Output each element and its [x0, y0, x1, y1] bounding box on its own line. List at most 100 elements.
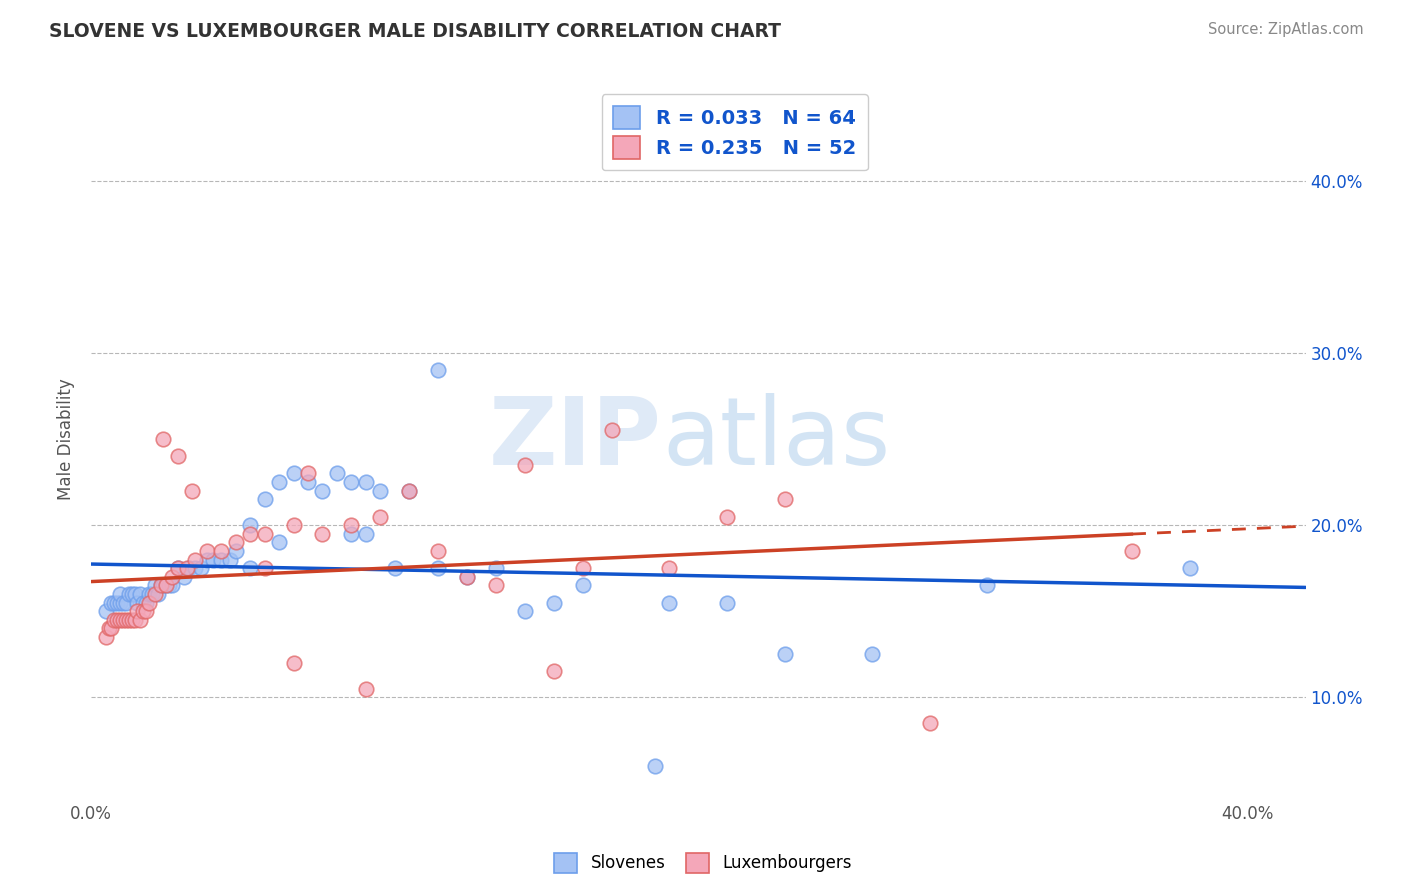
Point	[132, 596, 155, 610]
Point	[340, 475, 363, 489]
Point	[201, 552, 224, 566]
Point	[485, 578, 508, 592]
Point	[543, 596, 565, 610]
Text: SLOVENE VS LUXEMBOURGER MALE DISABILITY CORRELATION CHART: SLOVENE VS LUXEMBOURGER MALE DISABILITY …	[49, 22, 782, 41]
Point	[100, 596, 122, 610]
Point	[121, 587, 143, 601]
Point	[571, 561, 593, 575]
Point	[129, 587, 152, 601]
Point	[132, 604, 155, 618]
Point	[135, 604, 157, 618]
Point	[427, 363, 450, 377]
Point	[253, 526, 276, 541]
Point	[860, 647, 883, 661]
Point	[225, 535, 247, 549]
Point	[513, 604, 536, 618]
Point	[124, 587, 146, 601]
Point	[311, 483, 333, 498]
Point	[658, 561, 681, 575]
Point	[716, 509, 738, 524]
Point	[209, 544, 232, 558]
Point	[1121, 544, 1143, 558]
Point	[108, 587, 131, 601]
Point	[152, 432, 174, 446]
Point	[219, 552, 242, 566]
Point	[97, 622, 120, 636]
Point	[157, 578, 180, 592]
Point	[600, 424, 623, 438]
Point	[143, 587, 166, 601]
Point	[311, 526, 333, 541]
Point	[135, 596, 157, 610]
Point	[283, 656, 305, 670]
Point	[427, 544, 450, 558]
Point	[103, 596, 125, 610]
Point	[283, 467, 305, 481]
Point	[340, 526, 363, 541]
Legend: Slovenes, Luxembourgers: Slovenes, Luxembourgers	[547, 847, 859, 880]
Point	[267, 535, 290, 549]
Point	[239, 526, 262, 541]
Text: atlas: atlas	[662, 393, 890, 485]
Point	[115, 596, 138, 610]
Point	[181, 483, 204, 498]
Point	[195, 552, 218, 566]
Point	[354, 475, 377, 489]
Point	[103, 613, 125, 627]
Point	[340, 518, 363, 533]
Point	[167, 561, 190, 575]
Point	[127, 596, 149, 610]
Point	[297, 467, 319, 481]
Point	[190, 561, 212, 575]
Point	[658, 596, 681, 610]
Point	[111, 596, 134, 610]
Point	[129, 613, 152, 627]
Point	[456, 570, 478, 584]
Point	[124, 613, 146, 627]
Point	[326, 467, 349, 481]
Point	[354, 681, 377, 696]
Point	[111, 613, 134, 627]
Point	[456, 570, 478, 584]
Point	[115, 613, 138, 627]
Point	[108, 613, 131, 627]
Point	[155, 578, 177, 592]
Point	[160, 578, 183, 592]
Point	[368, 509, 391, 524]
Point	[253, 561, 276, 575]
Point	[209, 552, 232, 566]
Point	[105, 613, 128, 627]
Point	[167, 449, 190, 463]
Point	[368, 483, 391, 498]
Point	[184, 552, 207, 566]
Point	[149, 578, 172, 592]
Point	[918, 716, 941, 731]
Point	[513, 458, 536, 472]
Legend: R = 0.033   N = 64, R = 0.235   N = 52: R = 0.033 N = 64, R = 0.235 N = 52	[602, 95, 868, 170]
Point	[239, 518, 262, 533]
Point	[118, 587, 141, 601]
Point	[644, 759, 666, 773]
Point	[1178, 561, 1201, 575]
Y-axis label: Male Disability: Male Disability	[58, 378, 75, 500]
Point	[354, 526, 377, 541]
Point	[176, 561, 198, 575]
Point	[105, 596, 128, 610]
Point	[167, 561, 190, 575]
Point	[773, 647, 796, 661]
Point	[143, 578, 166, 592]
Point	[253, 492, 276, 507]
Point	[543, 665, 565, 679]
Point	[283, 518, 305, 533]
Point	[155, 578, 177, 592]
Point	[427, 561, 450, 575]
Point	[571, 578, 593, 592]
Point	[716, 596, 738, 610]
Point	[146, 587, 169, 601]
Point	[127, 604, 149, 618]
Point	[195, 544, 218, 558]
Point	[184, 561, 207, 575]
Point	[398, 483, 420, 498]
Point	[138, 587, 160, 601]
Point	[160, 570, 183, 584]
